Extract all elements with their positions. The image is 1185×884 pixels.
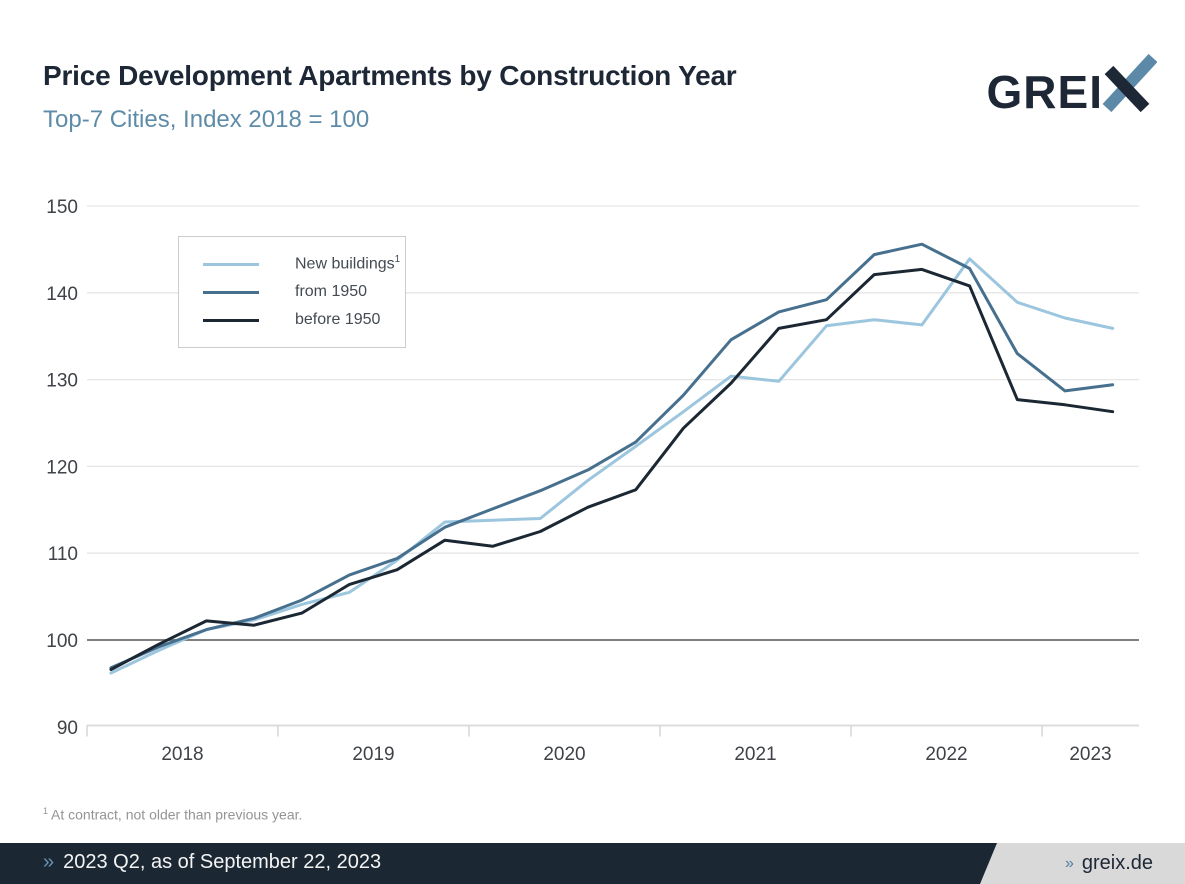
price-index-line-chart: 90 100 110 120 130 140 150 2018 2019 2020 2021 2022… [46, 197, 1139, 765]
x-tick-label: 2018 [161, 744, 203, 765]
page-title: Price Development Apartments by Construc… [43, 60, 737, 91]
legend-item: from 1950 [179, 278, 405, 306]
y-tick-label: 150 [46, 197, 78, 218]
y-tick-label: 120 [46, 457, 78, 478]
x-tick-label: 2022 [925, 744, 967, 765]
legend-label: from 1950 [295, 283, 368, 300]
y-tick-label: 90 [57, 718, 78, 739]
page-subtitle: Top-7 Cities, Index 2018 = 100 [43, 106, 370, 133]
legend-item: before 1950 [179, 306, 405, 334]
greix-logo-text: GREI [986, 66, 1103, 118]
footer-release-info: » 2023 Q2, as of September 22, 2023 [43, 851, 381, 874]
footnote-text: At contract, not older than previous yea… [51, 806, 303, 823]
chevron-right-icon: » [43, 851, 55, 873]
y-tick-label: 130 [46, 371, 78, 392]
series-line-before-1950 [109, 267, 1115, 671]
legend-label: New buildings1 [295, 254, 401, 273]
y-tick-label: 110 [48, 544, 78, 565]
legend-item: New buildings1 [179, 250, 405, 278]
x-tick-label: 2023 [1069, 744, 1111, 765]
y-tick-label: 140 [46, 284, 78, 305]
greix-logo: GREI [986, 53, 1158, 118]
footnote-sup: 1 [43, 806, 49, 816]
legend-line-swatch [203, 262, 259, 266]
chart-footnote: 1 At contract, not older than previous ye… [43, 806, 302, 823]
chart-legend: New buildings1 from 1950 before 1950 [178, 236, 406, 348]
x-tick-label: 2020 [543, 744, 585, 765]
x-tick-label: 2019 [352, 744, 394, 765]
greix-logo-x-icon [1101, 53, 1158, 117]
legend-label: before 1950 [295, 311, 381, 328]
footer-release-text: 2023 Q2, as of September 22, 2023 [63, 851, 382, 873]
footer-site-badge: » greix.de [980, 843, 1185, 884]
legend-line-swatch [203, 290, 259, 294]
x-tick-label: 2021 [734, 744, 776, 765]
series-line-new-buildings [109, 257, 1115, 675]
greix-website-link[interactable]: greix.de [1081, 852, 1153, 874]
series-line-from-1950 [109, 242, 1115, 670]
legend-line-swatch [203, 318, 259, 322]
y-tick-label: 100 [46, 631, 78, 652]
chevron-right-icon: » [1064, 854, 1074, 872]
